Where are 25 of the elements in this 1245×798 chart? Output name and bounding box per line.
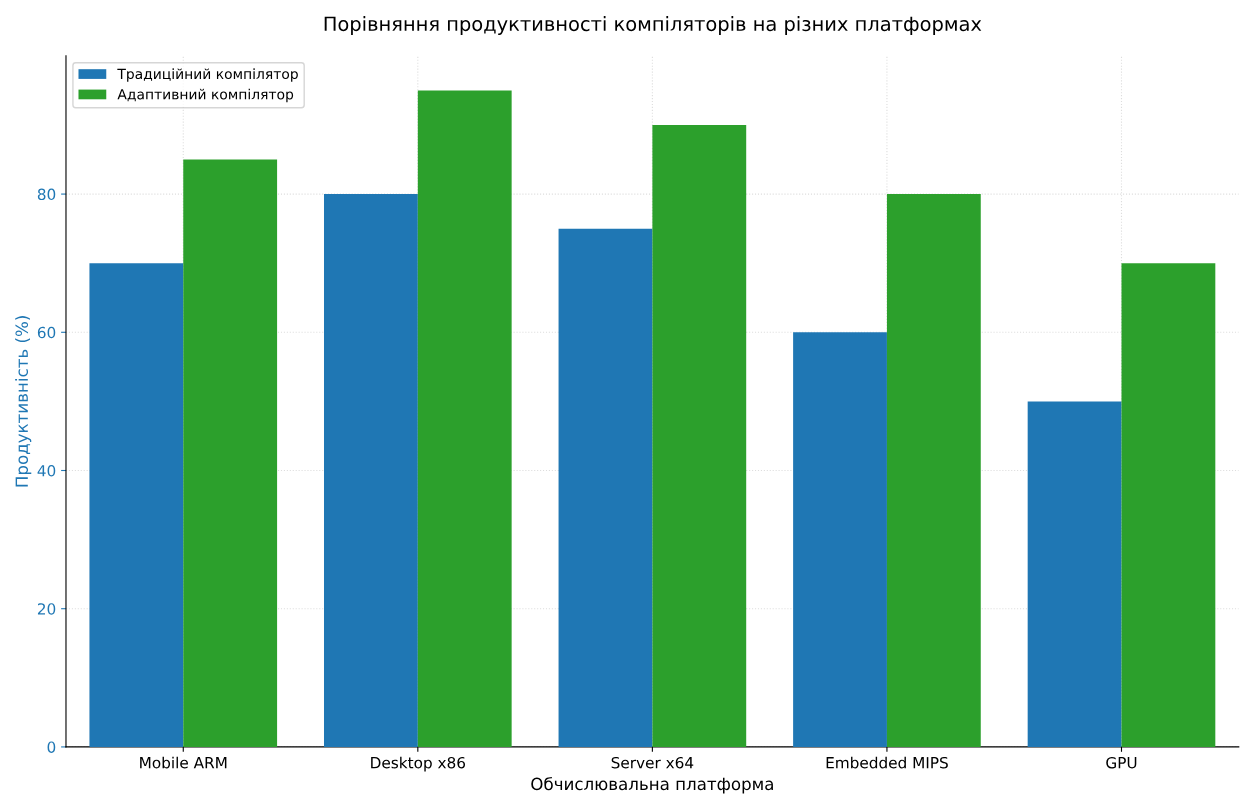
bar (417, 90, 512, 747)
bar (1027, 401, 1122, 747)
y-tick-label: 60 (37, 326, 56, 339)
bar (89, 263, 184, 747)
y-tick-label: 80 (37, 188, 56, 201)
bar (183, 159, 278, 747)
y-tick-label: 20 (37, 603, 56, 615)
bar (652, 124, 747, 747)
y-tick-label: 0 (47, 741, 56, 753)
bar (558, 228, 653, 747)
bar (1121, 263, 1216, 747)
x-tick-label: Mobile ARM (140, 756, 227, 769)
bar (793, 332, 887, 747)
x-tick-label: GPU (1106, 756, 1137, 769)
x-tick-label: Server x64 (611, 756, 694, 769)
bar (886, 194, 981, 747)
x-tick-label: Embedded MIPS (826, 756, 948, 769)
x-axis-title: Обчислювальна платформа (531, 776, 773, 794)
chart-title: Порівняння продуктивності компіляторів на різних платформах (324, 16, 982, 35)
y-axis-title: Продуктивність (%) (15, 316, 32, 487)
x-tick-label: Desktop x86 (371, 756, 466, 772)
bar (324, 194, 418, 747)
legend-label: Адаптивний компілятор (117, 88, 294, 103)
y-tick-label: 40 (37, 464, 56, 477)
legend-label: Традиційний компілятор (117, 68, 298, 82)
